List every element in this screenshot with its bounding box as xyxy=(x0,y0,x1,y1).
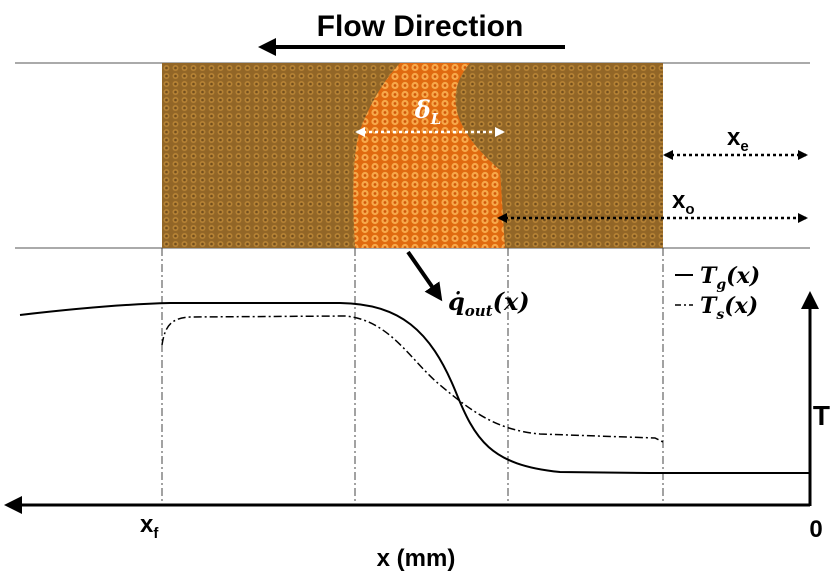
subscript: o xyxy=(685,201,694,218)
symbol: x xyxy=(672,187,686,214)
x-axis-label: x (mm) xyxy=(377,545,456,572)
solid-temperature-curve xyxy=(162,316,663,442)
symbol: x xyxy=(727,124,741,151)
heat-loss-arrow xyxy=(408,252,440,298)
symbol: T xyxy=(700,263,718,289)
xe-label: xe xyxy=(727,124,749,155)
subscript: L xyxy=(430,110,442,128)
suffix: (x) xyxy=(493,287,530,316)
legend-label: Tg(x) xyxy=(700,263,760,293)
xf-label: xf xyxy=(140,511,159,542)
xo-label: xo xyxy=(672,187,695,218)
suffix: (x) xyxy=(724,293,758,319)
subscript: g xyxy=(716,277,726,293)
subscript: s xyxy=(716,307,724,323)
symbol: q̇ xyxy=(448,287,465,316)
heat-loss-label: q̇out(x) xyxy=(448,287,530,320)
suffix: (x) xyxy=(726,263,760,289)
legend-label: Ts(x) xyxy=(700,293,758,323)
symbol: δ xyxy=(414,95,431,124)
y-axis-label: T xyxy=(813,400,830,431)
subscript: out xyxy=(465,302,493,320)
diagram: Flow Direction δL xe xo q̇out(x) Tg(x) T… xyxy=(0,0,833,576)
subscript: f xyxy=(153,525,159,542)
gas-temperature-curve xyxy=(20,303,810,473)
symbol: x xyxy=(140,511,154,538)
title: Flow Direction xyxy=(317,10,524,43)
symbol: T xyxy=(700,293,718,319)
guides xyxy=(162,248,663,505)
subscript: e xyxy=(740,138,748,155)
origin-label: 0 xyxy=(809,516,822,543)
